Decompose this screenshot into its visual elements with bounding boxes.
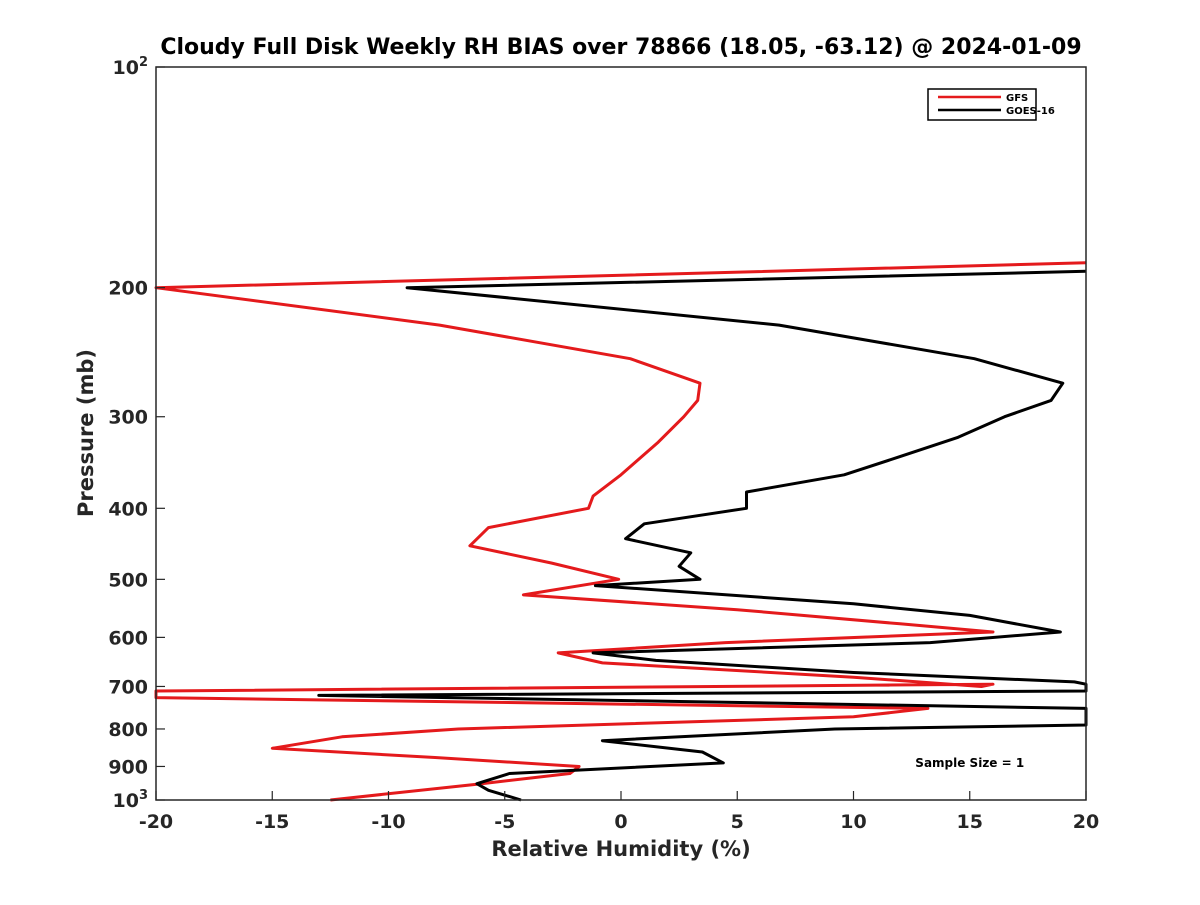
legend-label-gfs: GFS [1006, 93, 1028, 104]
x-axis-label: Relative Humidity (%) [491, 837, 750, 861]
chart-title: Cloudy Full Disk Weekly RH BIAS over 788… [160, 35, 1081, 60]
x-tick-label: -20 [139, 811, 173, 833]
y-tick-label: 900 [108, 756, 148, 778]
legend-label-goes16: GOES-16 [1006, 106, 1055, 117]
y-tick-label: 600 [108, 627, 148, 649]
y-tick-label: 800 [108, 719, 148, 741]
x-tick-label: 10 [840, 811, 866, 833]
x-tick-label: -10 [371, 811, 405, 833]
x-tick-label: 20 [1073, 811, 1099, 833]
x-tick-label: 5 [731, 811, 744, 833]
y-tick-label: 700 [108, 676, 148, 698]
x-tick-label: 0 [614, 811, 627, 833]
series-line-goes16 [317, 269, 1088, 802]
x-axis: -20 -15 -10 -5 0 5 10 15 20 [139, 791, 1099, 833]
legend-box [927, 88, 1037, 121]
y-tick-label: 300 [108, 407, 148, 429]
series-layer [154, 261, 1088, 802]
y-tick-label: 500 [108, 569, 148, 591]
sample-size-annotation: Sample Size = 1 [915, 756, 1024, 770]
x-tick-label: -5 [494, 811, 515, 833]
y-tick-label: 103 [113, 788, 149, 812]
y-axis-label: Pressure (mb) [74, 349, 98, 517]
x-tick-label: 15 [957, 811, 983, 833]
y-tick-label: 400 [108, 498, 148, 520]
y-tick-label: 102 [113, 55, 149, 79]
y-tick-label: 200 [108, 278, 148, 300]
legend: GFS GOES-16 [927, 88, 1055, 121]
y-axis: 102 200 300 400 500 600 700 800 900 103 [108, 55, 165, 812]
series-line-gfs [154, 261, 1087, 802]
x-tick-label: -15 [255, 811, 289, 833]
